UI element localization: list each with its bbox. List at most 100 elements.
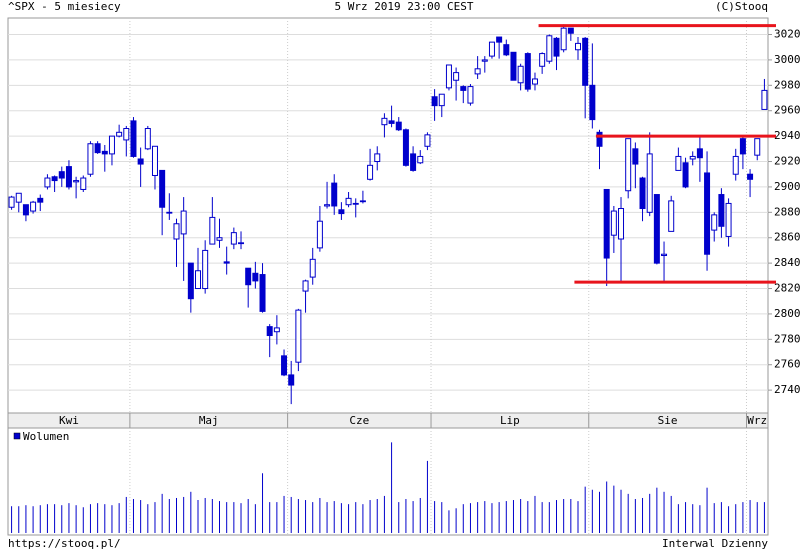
candle-body	[460, 86, 467, 91]
y-tick-label: 2940	[774, 129, 800, 142]
candle-body	[230, 232, 237, 245]
candle-body	[374, 153, 381, 163]
y-tick-label: 2900	[774, 180, 800, 193]
candle-body	[467, 86, 474, 104]
chart-title: ^SPX - 5 miesiecy	[8, 0, 121, 13]
candle-body	[159, 169, 166, 208]
candle-body	[80, 177, 87, 190]
candle-body	[546, 35, 553, 62]
candle-body	[187, 262, 194, 300]
candle-body	[302, 280, 309, 292]
y-tick-label: 2780	[774, 332, 800, 345]
y-tick-label: 2960	[774, 104, 800, 117]
candle-body	[116, 131, 123, 137]
price-panel	[7, 17, 769, 414]
candle-body	[625, 138, 632, 192]
candle-body	[488, 41, 495, 57]
candle-body	[51, 176, 58, 182]
candle-body	[130, 120, 137, 157]
footer-right: Interwal Dzienny	[662, 537, 768, 550]
y-tick-label: 3020	[774, 28, 800, 41]
candle-body	[696, 148, 703, 159]
candle-body	[331, 182, 338, 207]
candle-body	[747, 173, 754, 180]
candle-body	[345, 197, 352, 206]
candle-body	[718, 194, 725, 227]
candle-body	[704, 172, 711, 255]
candle-body	[338, 209, 345, 215]
candle-body	[65, 166, 72, 188]
candle-body	[180, 210, 187, 235]
footer-left: https://stooq.pl/	[8, 537, 121, 550]
candle-body	[517, 65, 524, 84]
candle-body	[87, 143, 94, 175]
y-tick-label: 2920	[774, 155, 800, 168]
candle-body	[209, 216, 216, 245]
candle-body	[309, 258, 316, 278]
candle-body	[732, 155, 739, 175]
candle-body	[245, 267, 252, 286]
volume-panel	[7, 427, 769, 536]
candle-body	[553, 37, 560, 57]
candle-body	[216, 237, 223, 241]
candle-body	[73, 180, 80, 183]
candle-body	[252, 272, 259, 282]
candle-body	[123, 127, 130, 141]
y-tick-label: 2860	[774, 231, 800, 244]
candle-body	[711, 214, 718, 231]
legend-swatch	[13, 432, 21, 440]
x-tick-label: Maj	[199, 414, 219, 427]
candle-body	[689, 155, 696, 160]
candle-body	[395, 121, 402, 131]
candle-body	[402, 129, 409, 166]
candle-body	[653, 194, 660, 264]
candle-body	[22, 204, 29, 216]
candle-body	[352, 202, 359, 205]
candle-body	[453, 72, 460, 81]
candle-body	[417, 155, 424, 164]
candle-body	[8, 196, 15, 208]
candle-body	[481, 59, 488, 62]
candle-body	[575, 42, 581, 51]
candle-body	[510, 51, 517, 81]
y-tick-label: 2820	[774, 282, 800, 295]
candle-body	[539, 53, 546, 67]
candle-body	[754, 138, 761, 156]
y-tick-label: 2880	[774, 205, 800, 218]
x-tick-label: Wrz	[747, 414, 767, 427]
candle-body	[316, 220, 323, 249]
candle-body	[273, 327, 280, 333]
candle-body	[589, 84, 596, 121]
candle-body	[195, 270, 201, 290]
candle-body	[639, 177, 646, 210]
candle-body	[108, 135, 115, 155]
chart-subtitle: 5 Wrz 2019 23:00 CEST	[334, 0, 473, 13]
candle-body	[259, 274, 266, 312]
candle-body	[682, 162, 689, 188]
candle-body	[359, 200, 366, 203]
candle-body	[388, 120, 395, 124]
x-tick-label: Lip	[500, 414, 520, 427]
candle-body	[646, 153, 653, 213]
x-tick-label: Cze	[349, 414, 369, 427]
candle-body	[30, 201, 37, 212]
candle-body	[668, 200, 675, 232]
legend-label: Wolumen	[23, 430, 69, 443]
candle-body	[410, 153, 417, 171]
y-tick-label: 2740	[774, 383, 800, 396]
credit: (C)Stooq	[715, 0, 768, 13]
candle-body	[166, 211, 173, 214]
candle-body	[281, 355, 288, 376]
candle-body	[618, 208, 625, 240]
candle-body	[474, 68, 481, 75]
y-tick-label: 3000	[774, 53, 800, 66]
candle-body	[560, 27, 567, 51]
candle-body	[238, 242, 245, 245]
candle-body	[381, 117, 388, 126]
candle-body	[632, 148, 639, 165]
candle-body	[151, 145, 158, 176]
candle-body	[15, 192, 22, 203]
candle-body	[524, 53, 531, 90]
candle-body	[324, 204, 331, 207]
